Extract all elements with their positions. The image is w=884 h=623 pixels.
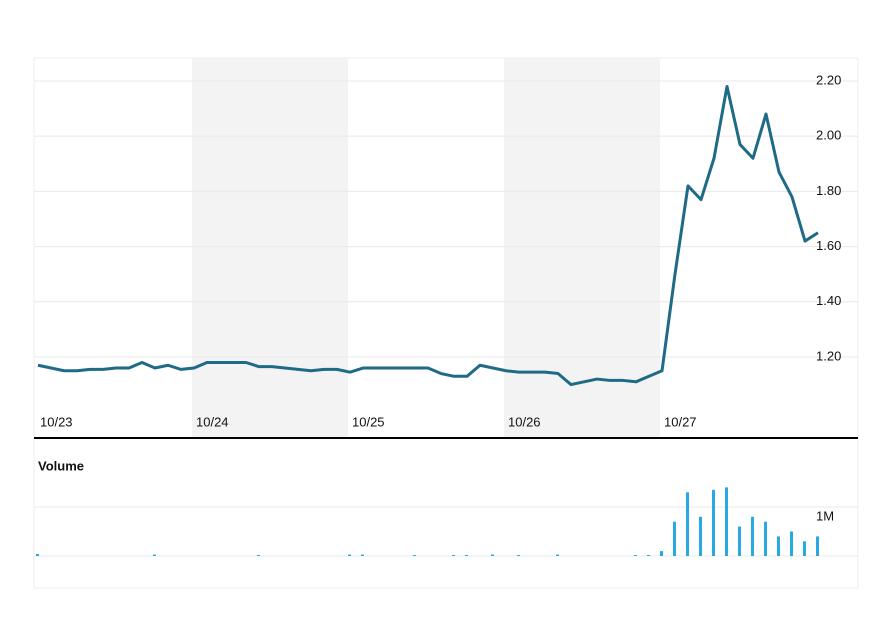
x-tick-label: 10/27 (664, 414, 697, 429)
volume-bar (660, 551, 663, 556)
volume-bar (751, 516, 754, 556)
volume-bar (491, 554, 494, 556)
x-tick-label: 10/24 (196, 414, 229, 429)
day-band (192, 58, 348, 438)
x-tick-label: 10/23 (40, 414, 73, 429)
x-tick-label: 10/26 (508, 414, 541, 429)
volume-bar (777, 536, 780, 556)
volume-bar (673, 521, 676, 556)
y-tick-label: 2.20 (816, 72, 841, 87)
y-tick-label: 1.60 (816, 238, 841, 253)
y-tick-label: 1M (816, 508, 834, 523)
volume-bar (686, 492, 689, 556)
price-line (37, 84, 819, 387)
y-tick-label: 1.80 (816, 183, 841, 198)
volume-bar (517, 555, 520, 556)
volume-bar (699, 516, 702, 556)
frame (33, 57, 859, 589)
volume-bar (153, 554, 156, 556)
volume-bar (413, 555, 416, 556)
volume-bar (348, 554, 351, 556)
volume-bar (634, 555, 637, 556)
volume-bar (647, 555, 650, 556)
volume-bar (556, 554, 559, 556)
y-tick-label: 2.00 (816, 128, 841, 143)
volume-bar (361, 554, 364, 556)
volume-bar (764, 521, 767, 556)
day-band (504, 58, 660, 438)
y-tick-label: 1.20 (816, 348, 841, 363)
volume-title: Volume (38, 458, 84, 473)
volume-bar (257, 555, 260, 556)
volume-bar (803, 541, 806, 556)
volume-bar (36, 554, 39, 556)
x-tick-label: 10/25 (352, 414, 385, 429)
volume-bar (790, 531, 793, 556)
volume-bar (452, 555, 455, 556)
volume-bar (465, 555, 468, 556)
y-tick-label: 1.40 (816, 293, 841, 308)
volume-bar (816, 536, 819, 556)
volume-bar (712, 489, 715, 556)
volume-bar (725, 487, 728, 556)
volume-bar (738, 526, 741, 556)
